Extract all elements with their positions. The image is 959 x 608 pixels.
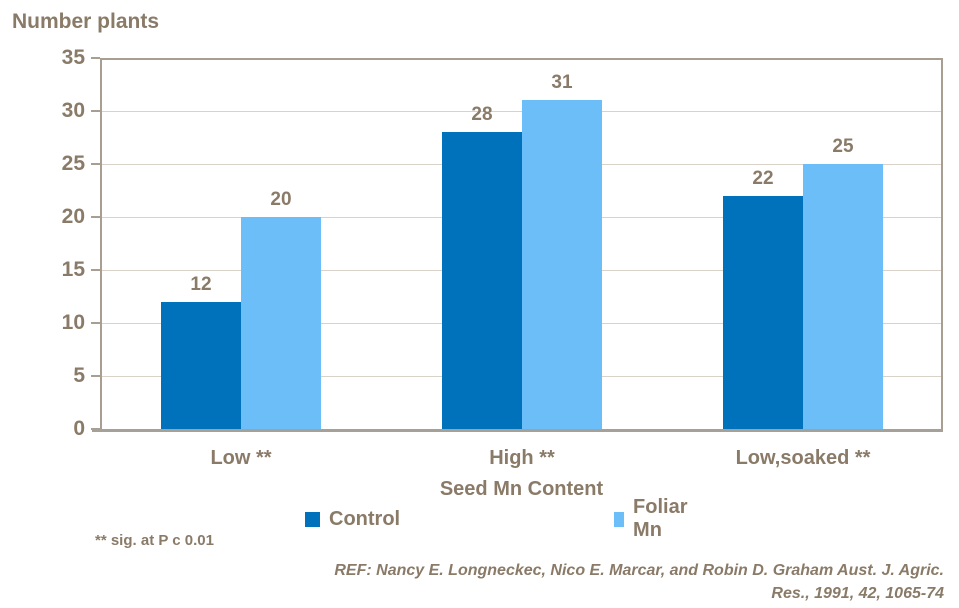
y-axis-tick-label: 15 bbox=[61, 258, 85, 281]
significance-footnote: ** sig. at P c 0.01 bbox=[95, 532, 214, 549]
y-axis-tick bbox=[91, 110, 100, 112]
x-axis-category-label: Low,soaked ** bbox=[735, 447, 871, 469]
bar-control-1 bbox=[161, 302, 241, 429]
legend-label: Foliar Mn bbox=[633, 496, 688, 541]
legend-swatch-icon bbox=[305, 511, 320, 527]
x-axis-category-label: High ** bbox=[489, 447, 555, 469]
y-axis-tick bbox=[91, 269, 100, 271]
reference-line-1: REF: Nancy E. Longneckec, Nico E. Marcar… bbox=[334, 562, 944, 579]
y-axis-tick bbox=[91, 322, 100, 324]
reference-line-2: Res., 1991, 42, 1065-74 bbox=[771, 585, 944, 602]
x-axis-line bbox=[92, 429, 943, 432]
legend-swatch-icon bbox=[614, 511, 625, 527]
y-axis-tick-label: 5 bbox=[73, 364, 85, 387]
x-axis-category-label: Low ** bbox=[210, 447, 272, 469]
bar-foliar-mn-3 bbox=[803, 164, 883, 429]
bar-value-label: 20 bbox=[270, 189, 292, 210]
y-axis-tick-label: 35 bbox=[61, 46, 85, 69]
bar-value-label: 31 bbox=[551, 72, 573, 93]
bar-value-label: 25 bbox=[832, 136, 854, 157]
y-axis-line bbox=[100, 58, 102, 429]
bar-foliar-mn-2 bbox=[522, 100, 602, 429]
reference-citation: REF: Nancy E. Longneckec, Nico E. Marcar… bbox=[334, 559, 944, 605]
legend-item-control: Control bbox=[305, 507, 400, 531]
y-axis-tick bbox=[91, 375, 100, 377]
bar-value-label: 28 bbox=[471, 104, 493, 125]
y-axis-tick-label: 20 bbox=[61, 205, 85, 228]
bar-value-label: 22 bbox=[752, 168, 774, 189]
y-axis-tick bbox=[91, 163, 100, 165]
bar-control-3 bbox=[723, 196, 803, 429]
y-axis-tick bbox=[91, 216, 100, 218]
legend-item-foliar-mn: Foliar Mn bbox=[614, 496, 692, 541]
y-axis-tick bbox=[91, 57, 100, 59]
plot-border-top bbox=[100, 58, 943, 60]
bar-foliar-mn-1 bbox=[241, 217, 321, 429]
y-axis-tick-label: 25 bbox=[61, 152, 85, 175]
x-axis-title: Seed Mn Content bbox=[439, 478, 604, 500]
legend-label: Control bbox=[329, 507, 401, 530]
y-axis-title: Number plants bbox=[12, 10, 160, 33]
y-axis-tick-label: 30 bbox=[61, 99, 85, 122]
gridline bbox=[102, 111, 941, 112]
bar-value-label: 12 bbox=[190, 274, 212, 295]
bar-control-2 bbox=[442, 132, 522, 429]
y-axis-tick-label: 0 bbox=[73, 417, 85, 440]
plot-border-right bbox=[941, 58, 943, 429]
y-axis-tick-label: 10 bbox=[61, 311, 85, 334]
